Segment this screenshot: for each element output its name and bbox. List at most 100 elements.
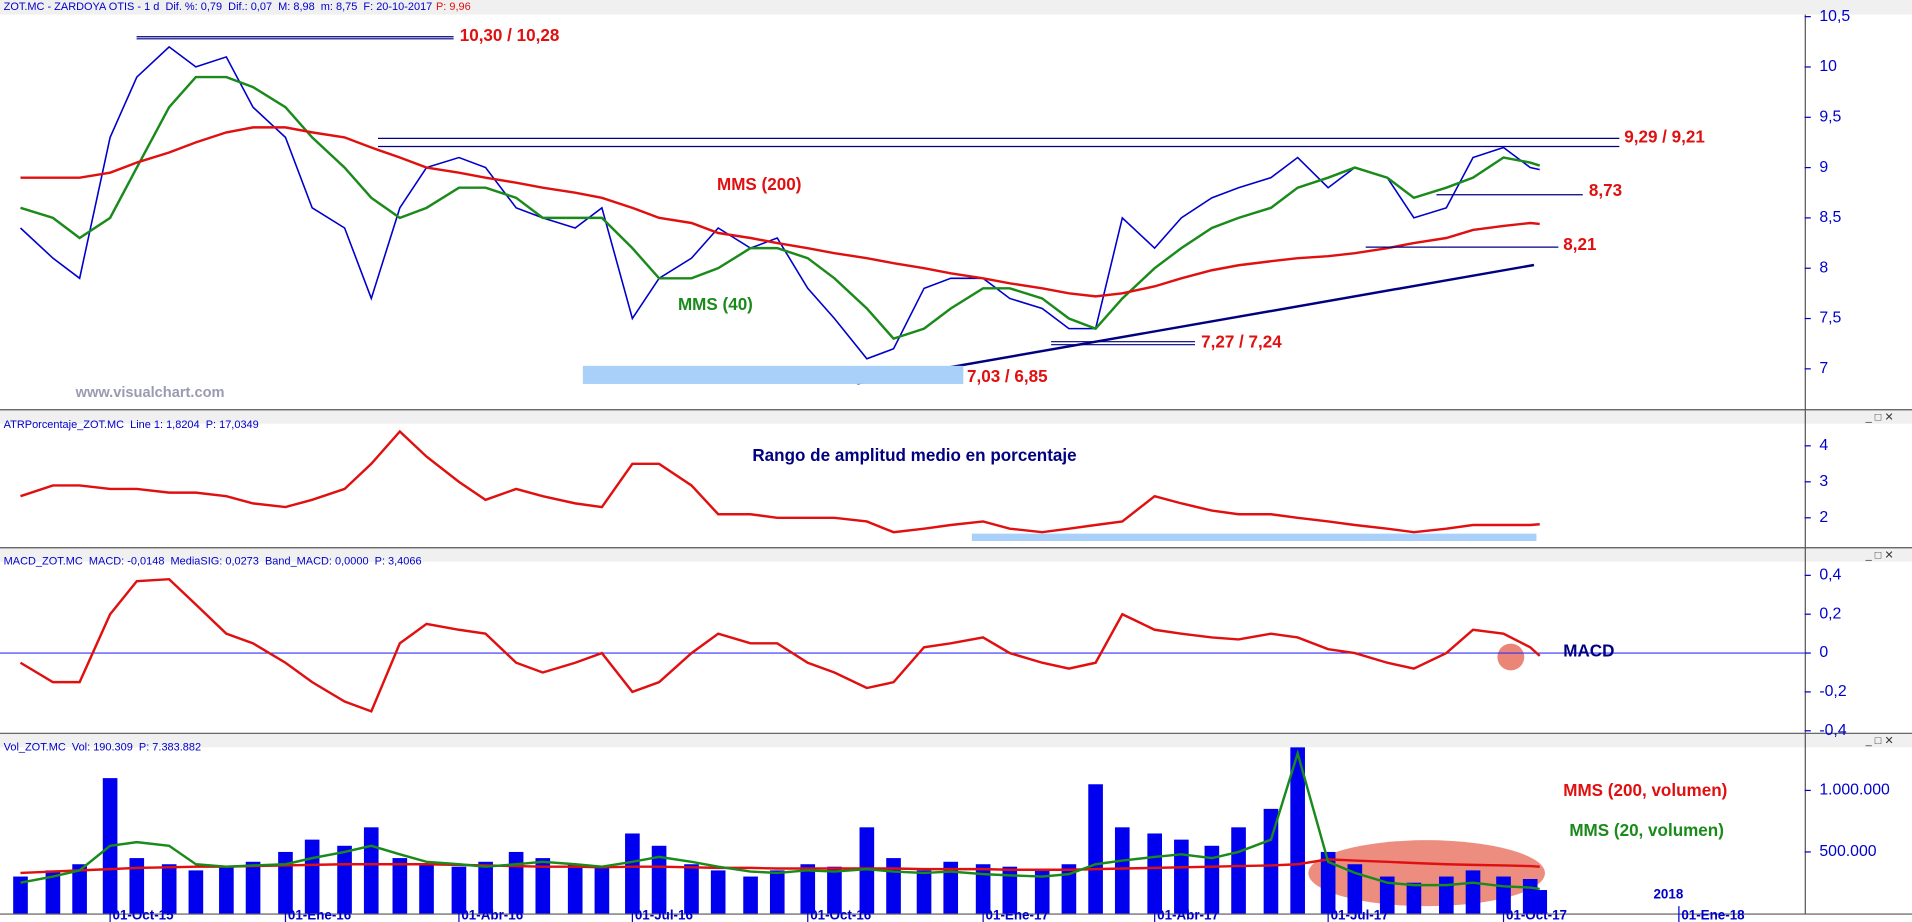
svg-text:_ □ ✕: _ □ ✕	[1865, 550, 1894, 562]
volume-bar	[219, 866, 234, 914]
volume-bar	[743, 876, 758, 914]
series-line	[19, 577, 1541, 713]
x-tick-label: 01-Jul-16	[635, 907, 693, 922]
y-tick-label: 7,5	[1819, 310, 1841, 327]
y-tick-label: 2	[1819, 509, 1828, 526]
volume-bar	[129, 858, 145, 914]
y-tick-label: 1.000.000	[1819, 782, 1890, 799]
watermark: www.visualchart.com	[75, 385, 225, 401]
x-tick-label: 01-Oct-16	[810, 907, 871, 922]
series-line	[19, 45, 1540, 360]
volume-bar	[1263, 808, 1279, 914]
y-tick-label: 10,5	[1819, 8, 1850, 25]
volume-bar	[419, 864, 434, 914]
volume-bar	[392, 858, 408, 914]
level-band	[582, 365, 964, 384]
volume-bar	[278, 851, 293, 914]
y-tick-label: 500.000	[1819, 843, 1876, 860]
volume-bar	[161, 864, 177, 914]
volume-bar	[478, 861, 493, 914]
y-tick-label: 10	[1819, 58, 1837, 75]
volume-bar	[1204, 845, 1220, 914]
panel-annotation: MACD	[1563, 642, 1614, 661]
y-tick-label: 8	[1819, 259, 1828, 276]
year-label: 2018	[1653, 887, 1683, 902]
level-label: 7,03 / 6,85	[967, 367, 1048, 386]
volume-bar	[304, 839, 320, 914]
y-tick-label: 0,4	[1819, 567, 1841, 584]
series-label: MMS (40)	[678, 295, 753, 314]
volume-bar	[1496, 876, 1511, 914]
x-tick-label: 01-Ene-18	[1681, 907, 1745, 922]
y-tick-label: 8,5	[1819, 209, 1841, 226]
volume-bar	[1061, 864, 1077, 914]
y-tick-label: 9,5	[1819, 108, 1841, 125]
volume-bar	[1347, 864, 1363, 914]
panel-title: ATRPorcentaje_ZOT.MC Line 1: 1,8204 P: 1…	[4, 419, 259, 431]
y-tick-label: 4	[1819, 437, 1828, 454]
series-line	[20, 429, 1540, 534]
volume-bar	[1290, 747, 1305, 914]
volume-bar	[943, 861, 959, 914]
volume-bar	[886, 858, 901, 914]
volume-bar	[1532, 890, 1548, 914]
volume-bar	[337, 845, 352, 914]
series-label: MMS (200, volumen)	[1563, 781, 1727, 800]
x-tick-label: 01-Ene-17	[986, 907, 1049, 922]
x-tick-label: 01-Oct-15	[113, 907, 175, 922]
volume-bar	[1231, 827, 1246, 914]
series-line	[20, 749, 1540, 891]
series-line	[20, 126, 1540, 298]
volume-bar	[769, 870, 785, 914]
y-tick-label: 9	[1819, 159, 1828, 176]
volume-bar	[567, 864, 583, 914]
level-label: 8,73	[1589, 181, 1622, 200]
volume-bar	[625, 833, 640, 914]
panel-title: MACD_ZOT.MC MACD: -0,0148 MediaSIG: 0,02…	[4, 556, 422, 568]
level-label: 7,27 / 7,24	[1201, 333, 1282, 352]
panel-title: Vol_ZOT.MC Vol: 190.309 P: 7.383.882	[4, 741, 201, 753]
level-label: 8,21	[1563, 235, 1597, 254]
volume-bar	[916, 870, 932, 914]
volume-bar	[800, 864, 816, 914]
series-label: MMS (200)	[717, 175, 801, 194]
volume-bar	[535, 858, 551, 914]
volume-bar	[859, 827, 875, 914]
x-tick-label: 01-Jul-17	[1331, 907, 1389, 922]
volume-bar	[827, 866, 842, 914]
volume-bar	[1034, 870, 1050, 914]
volume-bar	[245, 861, 261, 914]
volume-bar	[1439, 876, 1454, 914]
level-label: 9,29 / 9,21	[1624, 128, 1705, 147]
volume-bar	[1465, 870, 1481, 914]
volume-bar	[975, 864, 991, 914]
volume-bar	[72, 864, 87, 914]
volume-bar	[1379, 876, 1395, 914]
volume-bar	[13, 876, 28, 914]
price-label: P: 9,96	[436, 1, 471, 13]
volume-bar	[45, 870, 61, 914]
svg-text:_ □ ✕: _ □ ✕	[1865, 412, 1894, 424]
y-tick-label: 0,2	[1819, 605, 1841, 622]
level-label: 10,30 / 10,28	[460, 26, 560, 45]
volume-bar	[451, 866, 467, 914]
volume-bar	[1147, 833, 1163, 914]
volume-bar	[684, 864, 699, 914]
svg-text:_ □ ✕: _ □ ✕	[1865, 735, 1894, 747]
y-tick-label: -0,4	[1819, 722, 1846, 739]
volume-bar	[594, 866, 610, 914]
volume-bar	[188, 870, 204, 914]
volume-bar	[1174, 839, 1189, 914]
x-tick-label: 01-Oct-17	[1506, 907, 1567, 922]
volume-bar	[1088, 784, 1103, 914]
x-tick-label: 01-Abr-17	[1157, 907, 1219, 922]
y-tick-label: 3	[1819, 473, 1828, 490]
panel-title: ZOT.MC - ZARDOYA OTIS - 1 d Dif. %: 0,79…	[4, 1, 433, 13]
volume-bar	[1320, 851, 1336, 914]
volume-bar	[1002, 866, 1018, 914]
x-tick-label: 01-Ene-16	[288, 907, 351, 922]
volume-bar	[1406, 882, 1422, 914]
